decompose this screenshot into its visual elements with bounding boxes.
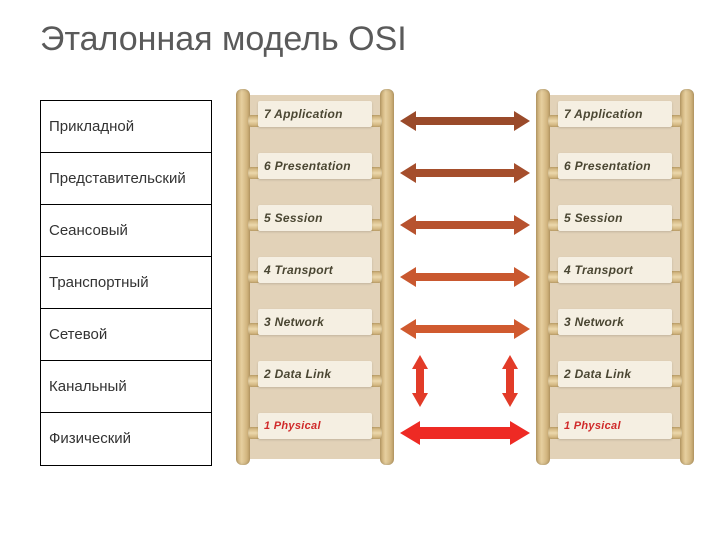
rung-5: 5 Session [540,199,690,251]
ru-layer-table: Прикладной Представительский Сеансовый Т… [40,100,212,466]
en-layer-3: 3 Network [558,309,672,335]
arrow-layer-1 [400,407,530,459]
ru-layer-3: Сетевой [41,309,211,361]
rung-5: 5 Session [240,199,390,251]
arrow-layer-4 [400,251,530,303]
en-layer-7: 7 Application [258,101,372,127]
en-layer-3: 3 Network [258,309,372,335]
rung-3: 3 Network [240,303,390,355]
page-title: Эталонная модель OSI [40,20,407,59]
arrow-layer-2-updown [400,355,530,407]
arrow-layer-3 [400,303,530,355]
rung-4: 4 Transport [240,251,390,303]
rung-6: 6 Presentation [240,147,390,199]
rung-4: 4 Transport [540,251,690,303]
ru-layer-6: Представительский [41,153,211,205]
en-layer-2: 2 Data Link [558,361,672,387]
arrow-layer-5 [400,199,530,251]
rung-3: 3 Network [540,303,690,355]
arrow-layer-7 [400,95,530,147]
en-layer-1: 1 Physical [558,413,672,439]
en-layer-2: 2 Data Link [258,361,372,387]
rung-7: 7 Application [540,95,690,147]
ru-layer-2: Канальный [41,361,211,413]
osi-stack-right: 7 Application 6 Presentation 5 Session 4… [540,95,690,459]
ru-layer-4: Транспортный [41,257,211,309]
ru-layer-7: Прикладной [41,101,211,153]
rung-2: 2 Data Link [540,355,690,407]
rung-7: 7 Application [240,95,390,147]
en-layer-4: 4 Transport [258,257,372,283]
en-layer-4: 4 Transport [558,257,672,283]
en-layer-5: 5 Session [258,205,372,231]
en-layer-1: 1 Physical [258,413,372,439]
rung-6: 6 Presentation [540,147,690,199]
ru-layer-1: Физический [41,413,211,465]
rung-1: 1 Physical [540,407,690,459]
rung-1: 1 Physical [240,407,390,459]
arrow-layer-6 [400,147,530,199]
rung-2: 2 Data Link [240,355,390,407]
peer-arrows [400,95,530,459]
en-layer-6: 6 Presentation [258,153,372,179]
en-layer-5: 5 Session [558,205,672,231]
osi-stack-left: 7 Application 6 Presentation 5 Session 4… [240,95,390,459]
ru-layer-5: Сеансовый [41,205,211,257]
en-layer-7: 7 Application [558,101,672,127]
en-layer-6: 6 Presentation [558,153,672,179]
